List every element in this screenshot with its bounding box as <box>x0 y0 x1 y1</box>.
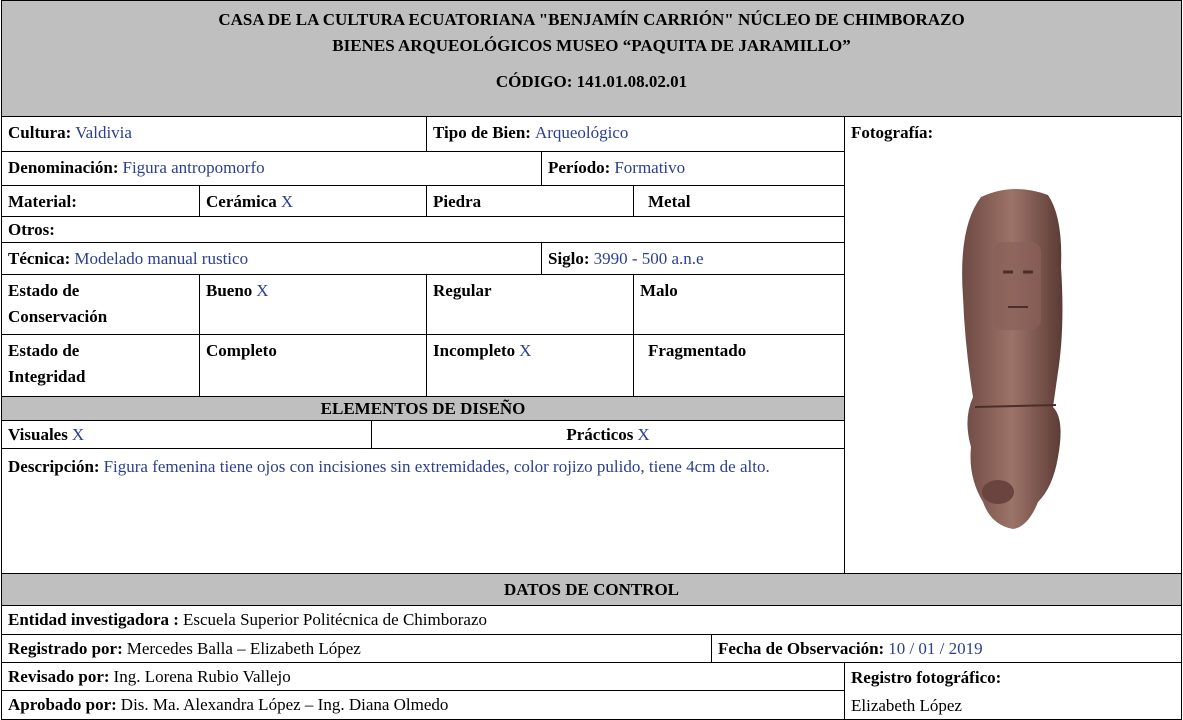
photo <box>962 188 1063 529</box>
cell: Visuales X <box>2 421 372 449</box>
cell: Regular <box>427 275 634 335</box>
value: Valdivia <box>75 123 132 142</box>
label: Técnica: <box>8 249 71 268</box>
header-line: BIENES ARQUEOLÓGICOS MUSEO “PAQUITA DE J… <box>332 36 851 55</box>
cell: Otros: <box>2 217 845 243</box>
title: DATOS DE CONTROL <box>503 580 680 599</box>
label: Fotografía: <box>851 123 934 142</box>
label: Estado de Integridad <box>8 341 86 386</box>
cell: Malo <box>634 275 845 335</box>
cell: Cerámica X <box>200 186 427 217</box>
cell: Revisado por: Ing. Lorena Rubio Vallejo <box>2 663 845 691</box>
value: Mercedes Balla – Elizabeth López <box>126 639 361 658</box>
value: Formativo <box>614 158 686 177</box>
cell: Tipo de Bien: Arqueológico <box>427 117 845 152</box>
option: Regular <box>433 281 492 300</box>
value: Dis. Ma. Alexandra López – Ing. Diana Ol… <box>120 695 449 714</box>
cell: Piedra <box>427 186 634 217</box>
incision <box>974 404 1057 408</box>
value: Figura femenina tiene ojos con incisione… <box>103 457 770 476</box>
cell: Registro fotográfico: Elizabeth López <box>845 663 1182 720</box>
option: Prácticos <box>566 425 634 444</box>
cell: Incompleto X <box>427 335 634 397</box>
value: Ing. Lorena Rubio Vallejo <box>113 667 291 686</box>
value: 10 / 01 / 2019 <box>888 639 983 658</box>
label: Cultura: <box>8 123 72 142</box>
mark: X <box>519 341 532 360</box>
cell: Estado de Integridad <box>2 335 200 397</box>
mark: X <box>256 281 269 300</box>
cell: Bueno X <box>200 275 427 335</box>
cell: Aprobado por: Dis. Ma. Alexandra López – … <box>2 691 845 720</box>
figure <box>962 188 1063 529</box>
label: Registro fotográfico: <box>851 668 1002 687</box>
option: Malo <box>640 281 678 300</box>
detail <box>982 480 1014 504</box>
section-title: ELEMENTOS DE DISEÑO <box>2 397 845 421</box>
cell: Metal <box>634 186 845 217</box>
cell: Período: Formativo <box>542 152 845 186</box>
option: Incompleto <box>433 341 516 360</box>
value: Figura antropomorfo <box>122 158 265 177</box>
face <box>993 242 1041 330</box>
value: Arqueológico <box>534 123 629 142</box>
mark: X <box>71 425 85 444</box>
mark: X <box>637 425 650 444</box>
header: CASA DE LA CULTURA ECUATORIANA "BENJAMÍN… <box>2 1 1182 117</box>
cell: Registrado por: Mercedes Balla – Elizabet… <box>2 635 712 663</box>
label: Aprobado por: <box>8 695 117 714</box>
cell: Completo <box>200 335 427 397</box>
value: 3990 - 500 a.n.e <box>593 249 704 268</box>
option: Fragmentado <box>648 341 747 360</box>
label: Descripción: <box>8 457 100 476</box>
label: Material: <box>8 192 77 211</box>
description-cell: Descripción: Figura femenina tiene ojos c… <box>2 449 845 574</box>
cell: Entidad investigadora : Escuela Superior … <box>2 606 1182 635</box>
label: Siglo: <box>548 249 590 268</box>
label: Fecha de Observación: <box>718 639 885 658</box>
label: Período: <box>548 158 611 177</box>
cell: Técnica: Modelado manual rustico <box>2 243 542 275</box>
option: Visuales <box>8 425 68 444</box>
value: Escuela Superior Politécnica de Chimbora… <box>182 610 488 629</box>
label: Entidad investigadora : <box>8 610 179 629</box>
mark: X <box>280 192 294 211</box>
label: Denominación: <box>8 158 119 177</box>
value: Elizabeth López <box>851 696 962 715</box>
cell: Prácticos X <box>372 421 845 449</box>
label: Estado de Conservación <box>8 281 108 326</box>
photo-cell: Fotografía: <box>845 117 1182 574</box>
value: Modelado manual rustico <box>74 249 249 268</box>
cell: Denominación: Figura antropomorfo <box>2 152 542 186</box>
cell: Estado de Conservación <box>2 275 200 335</box>
label: Registrado por: <box>8 639 123 658</box>
cell: Material: <box>2 186 200 217</box>
header-line: CÓDIGO: 141.01.08.02.01 <box>495 72 688 91</box>
option: Bueno <box>206 281 253 300</box>
section-title: DATOS DE CONTROL <box>2 574 1182 606</box>
label: Revisado por: <box>8 667 110 686</box>
label: Otros: <box>8 220 55 239</box>
cell: Siglo: 3990 - 500 a.n.e <box>542 243 845 275</box>
cell: Cultura: Valdivia <box>2 117 427 152</box>
label: Tipo de Bien: <box>433 123 531 142</box>
title: ELEMENTOS DE DISEÑO <box>320 399 526 418</box>
header-line: CASA DE LA CULTURA ECUATORIANA "BENJAMÍN… <box>218 10 965 29</box>
cell: Fragmentado <box>634 335 845 397</box>
option: Completo <box>206 341 277 360</box>
option: Metal <box>648 192 691 211</box>
option: Cerámica <box>206 192 277 211</box>
cell: Fecha de Observación: 10 / 01 / 2019 <box>712 635 1182 663</box>
option: Piedra <box>433 192 482 211</box>
